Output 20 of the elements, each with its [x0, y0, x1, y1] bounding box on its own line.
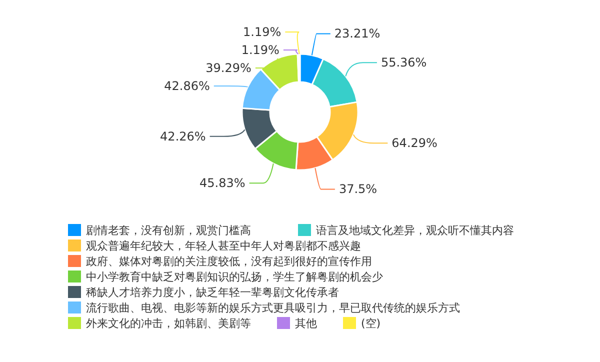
legend-label: 语言及地域文化差异，观众听不懂其内容 — [316, 224, 514, 237]
data-label: 42.26% — [160, 129, 206, 144]
data-label: 23.21% — [334, 26, 380, 41]
legend-label: 政府、媒体对粤剧的关注度较低，没有起到很好的宣传作用 — [86, 255, 372, 268]
legend-label: (空) — [361, 317, 381, 330]
data-label: 64.29% — [392, 136, 438, 150]
data-label: 1.19% — [243, 25, 282, 40]
legend-label: 外来文化的冲击，如韩剧、美剧等 — [86, 317, 251, 330]
legend-label: 其他 — [295, 317, 317, 330]
legend-label: 观众普遍年纪较大，年轻人甚至中年人对粤剧都不感兴趣 — [86, 240, 361, 252]
data-label: 39.29% — [206, 61, 252, 76]
legend-label: 中小学教育中缺乏对粤剧知识的弘扬，学生了解粤剧的机会少 — [86, 270, 383, 284]
legend-label: 流行歌曲、电视、电影等新的娱乐方式更具吸引力，早已取代传统的娱乐方式 — [86, 302, 460, 314]
data-label: 37.5% — [338, 182, 378, 196]
data-label: 1.19% — [241, 43, 280, 58]
data-label: 45.83% — [200, 176, 246, 190]
data-label: 55.36% — [380, 56, 427, 70]
data-label: 42.86% — [164, 79, 210, 94]
legend-label: 剧情老套，没有创新，观赏门槛高 — [86, 224, 251, 237]
legend-label: 稀缺人才培养力度小，缺乏年轻一辈粤剧文化传承者 — [86, 286, 339, 299]
